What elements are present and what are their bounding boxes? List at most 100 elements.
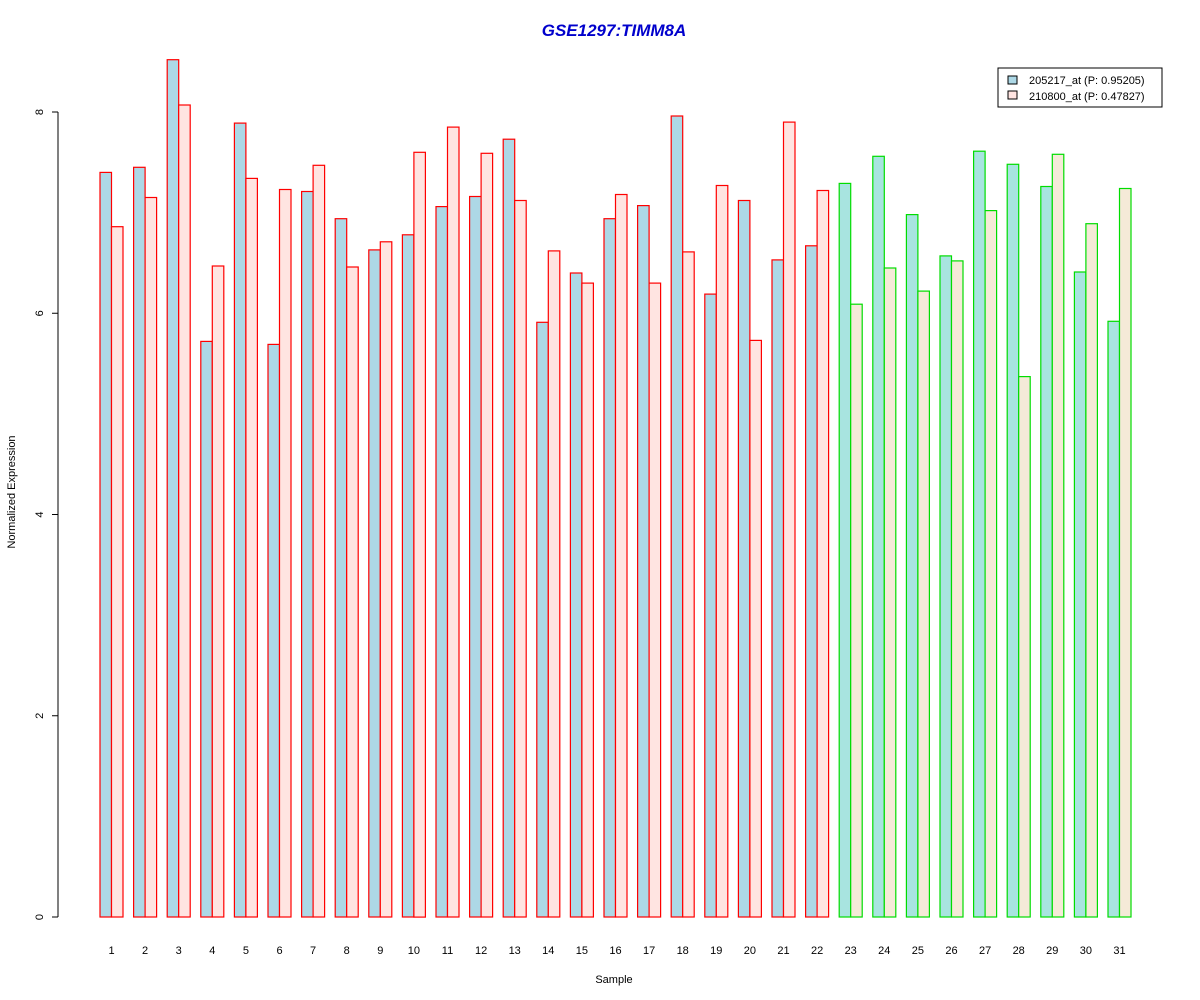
- bar-series-1: [704, 293, 717, 918]
- bar-series-1: [301, 190, 314, 918]
- x-tick-label: 22: [811, 945, 823, 957]
- bar-series-2: [278, 188, 292, 918]
- x-tick-label: 10: [408, 945, 420, 957]
- bar-series-2: [413, 151, 426, 918]
- bar-series-2: [1051, 153, 1065, 918]
- bar-series-2: [514, 199, 527, 918]
- y-axis-label: Normalized Expression: [6, 435, 18, 548]
- bar-series-1: [1040, 185, 1053, 918]
- x-tick-label: 17: [643, 945, 655, 957]
- x-tick-label: 24: [878, 945, 890, 957]
- y-tick-label: 6: [34, 310, 46, 316]
- bar-series-1: [502, 138, 516, 918]
- bar-series-2: [144, 196, 158, 918]
- y-tick-label: 4: [34, 511, 46, 517]
- x-tick-label: 5: [243, 945, 249, 957]
- x-tick-label: 31: [1113, 945, 1125, 957]
- legend: 205217_at (P: 0.95205) 210800_at (P: 0.4…: [997, 67, 1163, 108]
- x-tick-label: 28: [1013, 945, 1025, 957]
- bar-series-1: [368, 249, 381, 918]
- x-tick-label: 25: [912, 945, 924, 957]
- bar-series-2: [749, 339, 763, 918]
- bar-series-2: [178, 104, 191, 918]
- bar-series-1: [771, 259, 785, 918]
- bar-series-2: [581, 282, 595, 918]
- legend-label-series-1: 205217_at (P: 0.95205): [1029, 75, 1145, 87]
- bar-series-1: [1006, 163, 1020, 918]
- x-tick-label: 8: [344, 945, 350, 957]
- x-tick-label: 15: [576, 945, 588, 957]
- bar-series-2: [614, 193, 628, 918]
- bar-series-2: [883, 267, 897, 918]
- x-tick-label: 26: [945, 945, 957, 957]
- bar-series-2: [480, 152, 494, 918]
- bar-series-2: [715, 184, 729, 918]
- x-tick-label: 4: [209, 945, 215, 957]
- bar-series-1: [603, 218, 617, 918]
- bar-series-1: [469, 195, 482, 918]
- bar-series-1: [972, 150, 986, 918]
- bar-series-2: [346, 266, 359, 918]
- bar-series-1: [804, 245, 818, 918]
- bar-series-1: [838, 182, 852, 918]
- bar-series-1: [233, 122, 247, 918]
- x-tick-label: 2: [142, 945, 148, 957]
- bar-series-1: [536, 321, 549, 918]
- bars: [99, 59, 1132, 918]
- bar-series-2: [446, 126, 460, 918]
- legend-box: [997, 67, 1163, 108]
- legend-swatch-series-1: [1007, 75, 1018, 85]
- x-tick-label: 18: [677, 945, 689, 957]
- x-tick-label: 12: [475, 945, 487, 957]
- bar-series-2: [211, 265, 225, 918]
- bar-series-2: [379, 241, 393, 918]
- bar-series-2: [682, 251, 695, 918]
- bar-series-1: [872, 155, 885, 918]
- legend-swatch-series-2: [1007, 90, 1018, 100]
- x-tick-label: 11: [442, 945, 453, 957]
- x-tick-label: 27: [979, 945, 991, 957]
- y-tick-label: 2: [34, 713, 46, 719]
- bar-series-2: [648, 282, 662, 918]
- x-tick-label: 14: [542, 945, 554, 957]
- x-tick-label: 13: [509, 945, 521, 957]
- x-tick-label: 29: [1046, 945, 1058, 957]
- bar-series-1: [1073, 271, 1087, 918]
- x-tick-label: 1: [108, 945, 114, 957]
- bar-series-1: [636, 205, 650, 918]
- bar-series-1: [99, 171, 113, 918]
- bar-series-1: [939, 255, 953, 918]
- x-tick-label: 23: [845, 945, 857, 957]
- x-axis-label: Sample: [595, 974, 632, 986]
- x-tick-label: 7: [310, 945, 316, 957]
- bar-series-2: [110, 226, 124, 918]
- x-tick-label: 6: [276, 945, 282, 957]
- bar-series-1: [1107, 320, 1121, 918]
- x-tick-label: 21: [777, 945, 789, 957]
- y-axis: 0 2 4 6 8: [34, 109, 59, 920]
- bar-series-2: [816, 189, 830, 918]
- bar-series-1: [133, 166, 146, 918]
- x-tick-label: 19: [710, 945, 722, 957]
- bar-series-1: [905, 214, 919, 918]
- bar-series-1: [200, 340, 213, 918]
- x-tick-label: 20: [744, 945, 756, 957]
- chart-title: GSE1297:TIMM8A: [542, 21, 687, 40]
- bar-series-2: [950, 260, 964, 918]
- bar-series-2: [312, 164, 326, 918]
- bar-series-2: [245, 177, 258, 918]
- bar-series-1: [334, 218, 348, 918]
- bar-series-1: [737, 199, 751, 918]
- x-tick-label: 9: [377, 945, 383, 957]
- x-tick-labels: 1 2 3 4 5 6 7 8 9 10 11 12 13 14 15 16 17 18 19 20 21 22 23 24 2…: [108, 945, 1125, 957]
- bar-series-1: [569, 272, 583, 918]
- bar-series-2: [850, 303, 863, 918]
- bar-series-2: [1085, 223, 1099, 918]
- bar-series-2: [984, 210, 998, 918]
- bar-series-1: [267, 343, 281, 918]
- y-tick-label: 0: [34, 914, 46, 920]
- bar-series-1: [435, 206, 449, 918]
- bar-series-1: [670, 115, 684, 918]
- x-tick-label: 3: [176, 945, 182, 957]
- bar-series-2: [547, 250, 561, 918]
